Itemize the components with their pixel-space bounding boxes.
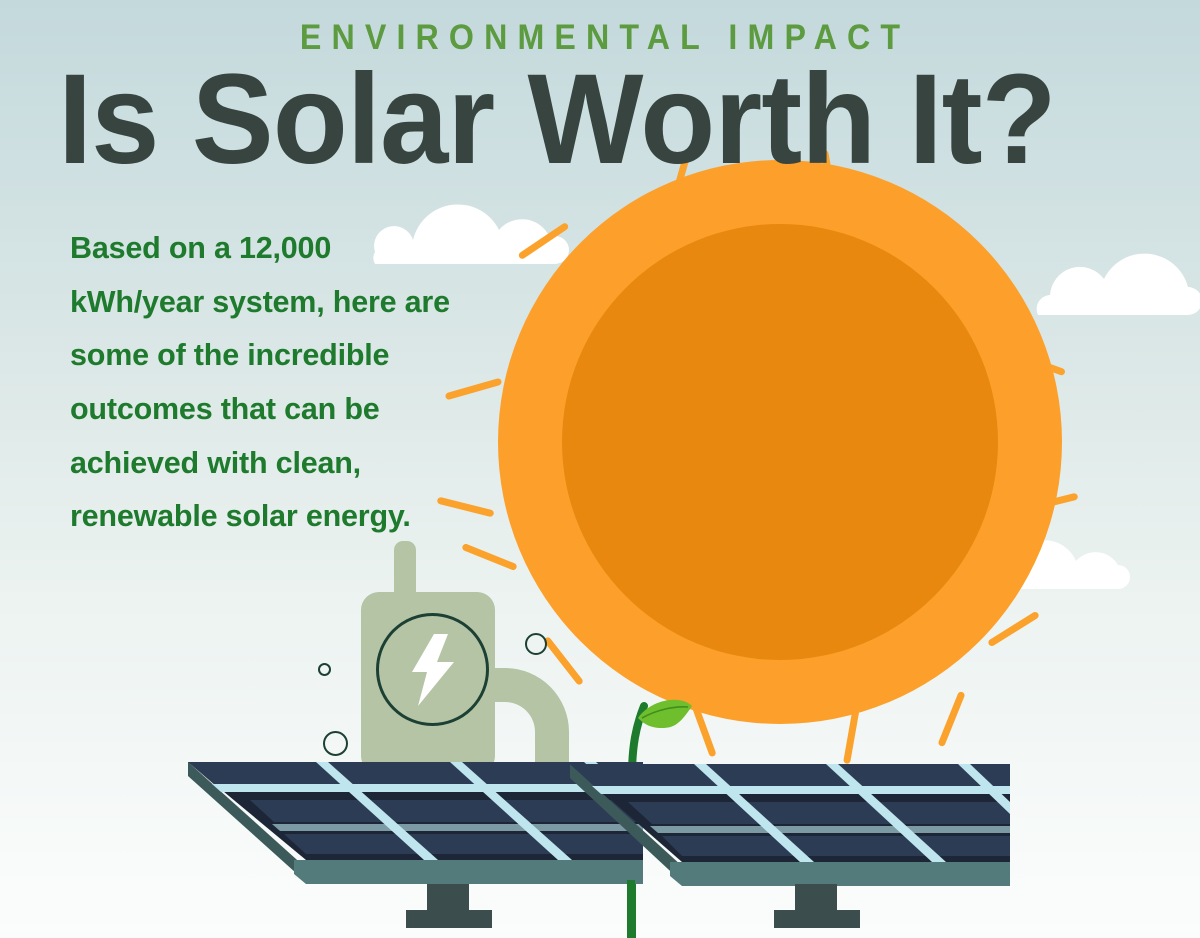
eyebrow-label: ENVIRONMENTAL IMPACT [299, 18, 911, 57]
solar-panel-right [570, 764, 1010, 886]
sprout-stem-lower [627, 880, 635, 938]
panel-leg-left-foot [406, 910, 492, 928]
decor-circle-small [318, 663, 331, 676]
page-title: Is Solar Worth It? [58, 48, 1057, 191]
decor-circle-medium [525, 633, 547, 655]
panel-leg-left-post [427, 884, 469, 914]
decor-circle-large [323, 731, 348, 756]
cloud-top-left-icon [373, 204, 569, 264]
sun-inner-disc [562, 224, 998, 660]
bolt-ring [376, 613, 489, 726]
cloud-top-right-icon [1036, 253, 1200, 315]
lightning-bolt-icon [412, 634, 454, 706]
solar-panel-left [188, 762, 643, 884]
panel-leg-right-foot [774, 910, 860, 928]
panel-leg-right-post [795, 884, 837, 914]
intro-paragraph: Based on a 12,000 kWh/year system, here … [70, 231, 450, 534]
